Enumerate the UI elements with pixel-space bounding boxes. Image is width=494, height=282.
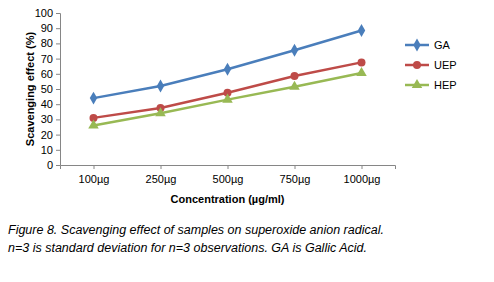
x-tick-mark — [362, 165, 363, 169]
point — [155, 107, 166, 116]
chart: 0 10 20 30 40 50 60 70 80 90 100 100µg 250µg 500µg 750… — [0, 0, 494, 282]
x-tick: 500µg — [213, 165, 244, 185]
caption: Figure 8. Scavenging effect of samples o… — [8, 223, 384, 237]
y-tick: 80 — [41, 37, 60, 49]
legend-marker — [412, 79, 423, 88]
x-tick-mark — [295, 165, 296, 169]
legend-item: GA — [405, 39, 451, 52]
x-tick: 1000µg — [344, 165, 381, 185]
y-tick-mark — [56, 28, 60, 29]
y-tick: 40 — [41, 98, 60, 110]
y-tick-mark — [56, 59, 60, 60]
y-tick-mark — [56, 119, 60, 120]
x-tick-mark — [161, 165, 162, 169]
x-tick-mark — [228, 165, 229, 169]
marks — [88, 24, 367, 128]
x-tick-label: 1000µg — [344, 173, 381, 185]
point — [224, 63, 231, 76]
y-tick-label: 10 — [41, 144, 53, 156]
x-tick-label: 100µg — [79, 173, 110, 185]
y-tick-mark — [56, 150, 60, 151]
point — [291, 72, 299, 80]
y-axis-line — [56, 14, 61, 166]
x-axis-title: Concentration (µg/ml) — [171, 193, 285, 205]
y-tick-mark — [56, 43, 60, 44]
point — [90, 92, 97, 105]
x-axis: 100µg 250µg 500µg 750µg 1000µg — [61, 165, 396, 185]
y-tick-mark — [56, 74, 60, 75]
y-tick: 60 — [41, 68, 60, 80]
plot: 0 10 20 30 40 50 60 70 80 90 100 100µg 250µg 500µg 750… — [35, 7, 396, 185]
point — [358, 24, 365, 37]
y-tick: 100 — [35, 7, 60, 19]
point — [222, 94, 233, 103]
y-tick: 10 — [41, 144, 60, 156]
y-tick: 90 — [41, 22, 60, 34]
caption: n=3 is standard deviation for n=3 observ… — [8, 241, 367, 255]
y-tick-label: 0 — [47, 159, 53, 171]
y-axis-title: Scavenging effect (%) — [24, 32, 36, 147]
y-tick-label: 70 — [41, 53, 53, 65]
y-tick: 50 — [41, 83, 60, 95]
legend-label: UEP — [434, 59, 457, 71]
y-tick-mark — [56, 165, 60, 166]
legend-marker — [413, 61, 421, 69]
y-tick-label: 60 — [41, 68, 53, 80]
y-tick-label: 100 — [35, 7, 53, 19]
x-tick: 750µg — [280, 165, 311, 185]
legend-label: HEP — [434, 79, 457, 91]
y-tick-mark — [56, 135, 60, 136]
y-tick-label: 40 — [41, 98, 53, 110]
legend-item: HEP — [405, 79, 457, 91]
x-tick: 250µg — [146, 165, 177, 185]
x-tick-label: 750µg — [280, 173, 311, 185]
x-axis-line — [61, 166, 396, 170]
x-tick-label: 500µg — [213, 173, 244, 185]
y-tick-mark — [56, 104, 60, 105]
x-tick-mark — [94, 165, 95, 169]
point — [289, 81, 300, 90]
y-tick-mark — [56, 13, 60, 14]
legend: GA UEP HEP — [405, 39, 457, 91]
point — [356, 67, 367, 76]
point — [88, 119, 99, 128]
x-tick: 100µg — [79, 165, 110, 185]
series-line — [94, 73, 362, 125]
y-tick-mark — [56, 89, 60, 90]
legend-label: GA — [434, 39, 451, 51]
legend-item: UEP — [405, 59, 457, 71]
y-tick: 20 — [41, 129, 60, 141]
legend-marker — [413, 39, 420, 52]
y-tick: 30 — [41, 113, 60, 125]
y-tick-label: 50 — [41, 83, 53, 95]
series-line — [94, 62, 362, 117]
y-tick-label: 90 — [41, 22, 53, 34]
point — [157, 80, 164, 93]
series-line — [94, 30, 362, 98]
y-tick-label: 80 — [41, 37, 53, 49]
point — [358, 58, 366, 66]
x-tick-label: 250µg — [146, 173, 177, 185]
y-axis: 0 10 20 30 40 50 60 70 80 90 100 — [35, 7, 61, 171]
y-tick-label: 30 — [41, 113, 53, 125]
y-tick-label: 20 — [41, 129, 53, 141]
y-tick: 70 — [41, 53, 60, 65]
y-tick: 0 — [47, 159, 60, 171]
point — [291, 44, 298, 57]
